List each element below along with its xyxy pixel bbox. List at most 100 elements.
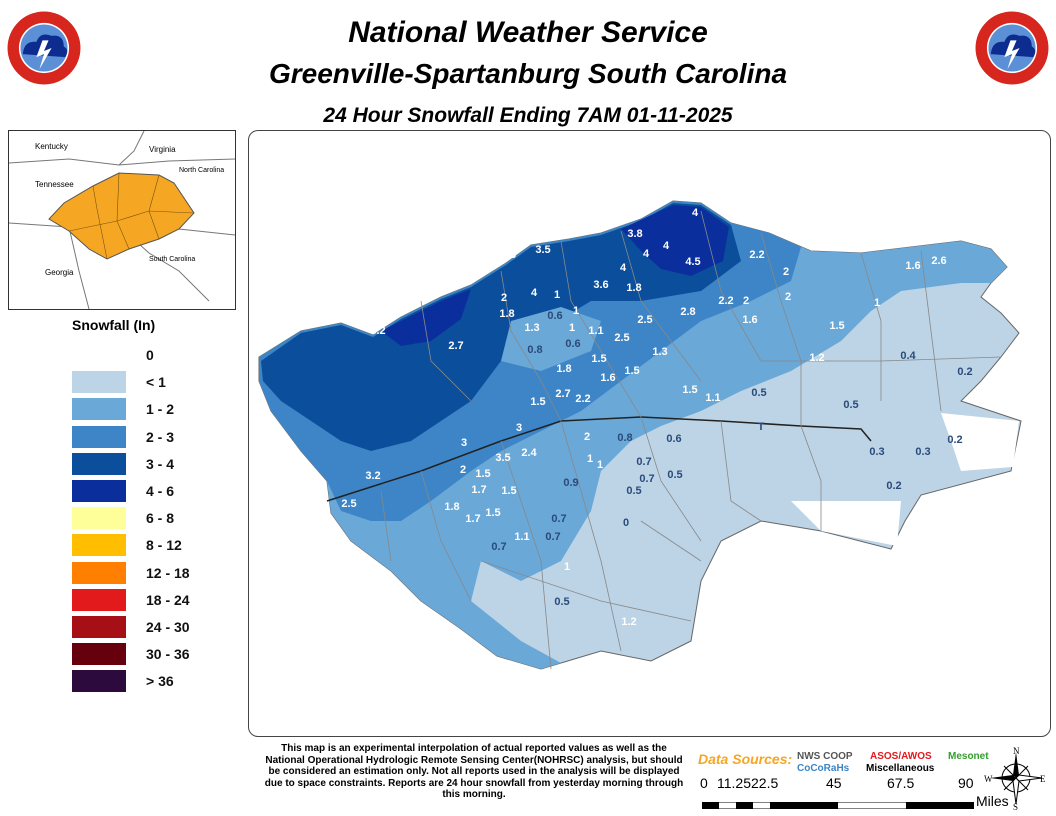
legend-item: 1 - 2 — [72, 398, 212, 421]
source-mesonet: Mesonet — [948, 751, 989, 762]
county-lines — [380, 210, 1002, 670]
no-snow-area-south — [791, 501, 901, 546]
snowfall-value-label: 1.6 — [600, 372, 615, 384]
snowfall-value-label: 0.7 — [545, 531, 560, 543]
snowfall-value-label: 4 — [692, 207, 699, 219]
nws-logo-right — [974, 10, 1050, 86]
legend-item: 30 - 36 — [72, 643, 212, 666]
legend-label: 4 - 6 — [146, 483, 175, 499]
snowfall-value-label: 2 — [785, 291, 791, 303]
scale-tick-0: 0 — [700, 775, 708, 791]
snowfall-value-label: 0 — [623, 517, 629, 529]
snowfall-value-label: 1.1 — [705, 392, 720, 404]
snowfall-value-label: 2.5 — [341, 498, 356, 510]
snowfall-value-label: 2.5 — [637, 314, 652, 326]
inset-highlight-region — [48, 172, 195, 260]
snowfall-value-label: 1 — [569, 322, 575, 334]
snowfall-value-label: 1.6 — [742, 314, 757, 326]
locator-inset-map: Kentucky Virginia North Carolina Tenness… — [8, 130, 236, 310]
snowfall-value-label: 4 — [643, 248, 650, 260]
snowfall-value-label: 8.2 — [370, 325, 385, 337]
snowfall-value-label: 1.1 — [588, 325, 603, 337]
legend-swatch — [72, 480, 126, 502]
scale-bar — [701, 796, 975, 810]
compass-s: S — [1013, 802, 1018, 810]
snowfall-value-label: 1.2 — [621, 616, 636, 628]
source-asos-awos: ASOS/AWOS — [870, 751, 932, 762]
legend-swatch — [72, 425, 126, 448]
legend-item: 0 — [72, 344, 212, 366]
legend-swatch — [72, 670, 126, 693]
snowfall-value-label: 1.5 — [485, 507, 500, 519]
snowfall-value-label: 0.2 — [947, 434, 962, 446]
legend-label: 18 - 24 — [146, 591, 190, 608]
source-miscellaneous: Miscellaneous — [866, 763, 935, 774]
title-line-2: Greenville-Spartanburg South Carolina — [268, 58, 788, 89]
no-snow-area — [941, 413, 1019, 471]
snow-band-4-6-west — [381, 289, 471, 346]
snowfall-value-label: 4 — [663, 240, 670, 252]
snowfall-value-label: 1 — [874, 297, 880, 309]
legend-item: 6 - 8 — [72, 507, 212, 530]
legend-swatch — [72, 616, 126, 638]
snowfall-value-label: 2.7 — [448, 340, 463, 352]
legend-label: > 36 — [146, 673, 174, 690]
legend-label: 24 - 30 — [146, 619, 190, 635]
snowfall-value-label: 0.7 — [636, 456, 651, 468]
snowfall-value-label: 2.4 — [521, 447, 537, 459]
snowfall-value-label: 1.8 — [444, 501, 459, 513]
source-nws-coop: NWS COOP — [797, 751, 853, 762]
snowfall-value-label: 0.9 — [563, 477, 578, 489]
snow-band-3-4 — [261, 203, 741, 451]
snowfall-value-label: 0.5 — [843, 399, 858, 411]
inset-label-south-carolina: South Carolina — [149, 256, 195, 263]
snowfall-value-label: 1.5 — [682, 384, 697, 396]
snowfall-value-label: 3.5 — [535, 244, 550, 256]
legend-label: 1 - 2 — [146, 401, 175, 418]
snowfall-value-label: 2 — [584, 431, 590, 443]
scale-tick-67-5: 67.5 — [887, 775, 915, 791]
snowfall-value-label: 2 — [743, 295, 749, 307]
snowfall-value-label: 0.5 — [554, 596, 569, 608]
snowfall-value-label: 3.5 — [495, 452, 510, 464]
legend-label: 8 - 12 — [146, 537, 182, 554]
inset-label-tennessee: Tennessee — [35, 180, 74, 189]
snowfall-value-label: 1.2 — [809, 352, 824, 364]
snowfall-value-label: 1 — [573, 305, 579, 317]
snow-band-lighter-patch — [501, 307, 601, 371]
snowfall-value-label: 1.3 — [652, 346, 667, 358]
nws-logo-left — [6, 10, 82, 86]
legend-label: 0 — [146, 347, 154, 363]
snowfall-value-label: 3 — [461, 437, 467, 449]
legend-swatch — [72, 452, 126, 475]
scale-unit: Miles — [976, 793, 1009, 809]
scale-tick-45: 45 — [826, 775, 842, 791]
map-subtitle: 24 Hour Snowfall Ending 7AM 01-11-2025 — [323, 104, 733, 127]
compass-rose-icon: N S E W — [984, 746, 1048, 812]
legend-title: Snowfall (In) — [72, 317, 156, 333]
legend-swatch — [72, 588, 126, 611]
snowfall-value-label: 0.7 — [491, 541, 506, 553]
snowfall-value-label: 1 — [564, 561, 570, 573]
snowfall-value-label: T — [758, 421, 765, 433]
legend-swatch — [72, 344, 126, 366]
compass-w: W — [984, 774, 993, 784]
snowfall-value-label: 0.5 — [751, 387, 766, 399]
snowfall-value-label: 1.3 — [524, 322, 539, 334]
legend-item: < 1 — [72, 371, 212, 394]
snowfall-value-label: 1.5 — [475, 468, 490, 480]
snowfall-value-label: 2.7 — [555, 388, 570, 400]
snowfall-value-label: 1.5 — [829, 320, 844, 332]
snowfall-value-label: 0.2 — [957, 366, 972, 378]
title-line-1: National Weather Service — [348, 16, 708, 49]
snowfall-value-label: 4 — [531, 287, 538, 299]
legend-swatch — [72, 534, 126, 557]
legend-label: 30 - 36 — [146, 646, 190, 663]
compass-n: N — [1013, 746, 1020, 756]
snowfall-value-label: 0.6 — [565, 338, 580, 350]
snowfall-value-label: 0.3 — [915, 446, 930, 458]
snowfall-value-label: 0.4 — [900, 350, 916, 362]
inset-label-georgia: Georgia — [45, 268, 74, 277]
snowfall-value-label: 4 — [620, 262, 627, 274]
